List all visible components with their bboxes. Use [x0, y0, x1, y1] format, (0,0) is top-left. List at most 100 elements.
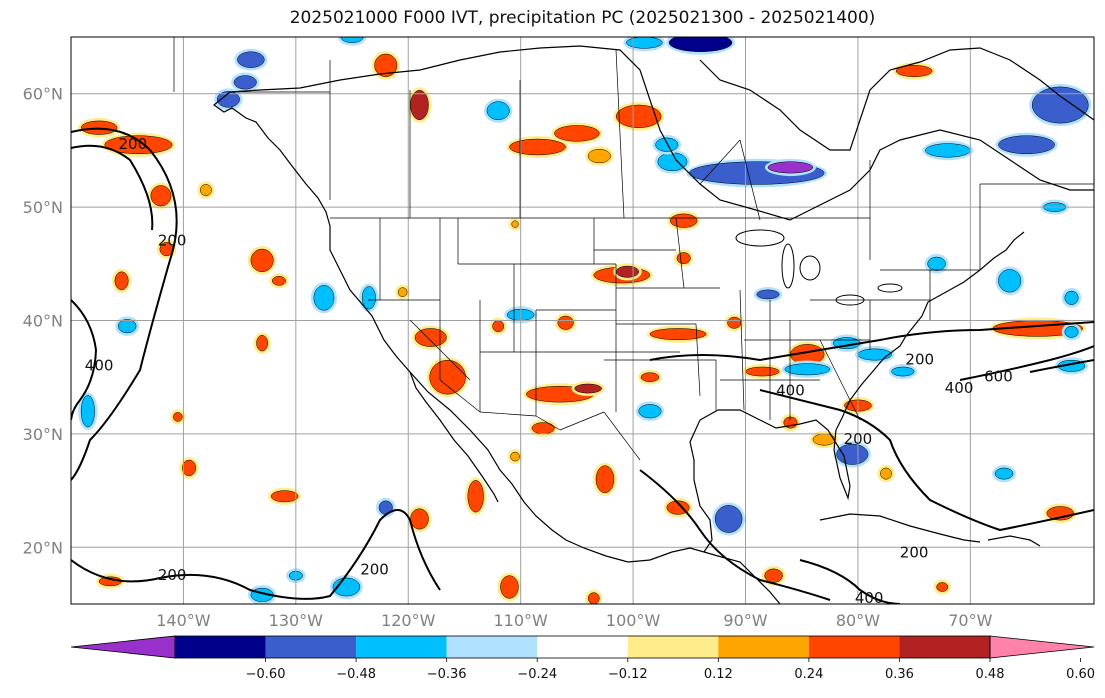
lat-tick-label: 40°N — [23, 312, 63, 331]
precip-blob — [640, 372, 660, 382]
precip-blob — [676, 252, 691, 265]
colorbar-tick-label: −0.24 — [517, 667, 557, 682]
precip-blob — [880, 467, 892, 480]
ivt-contour-label: 200 — [900, 543, 929, 561]
colorbar-tick-label: 0.24 — [794, 667, 823, 682]
colorbar-segment — [175, 636, 266, 658]
colorbar-tick-label: −0.48 — [336, 667, 376, 682]
precip-blob — [615, 104, 662, 128]
precip-blob — [486, 101, 510, 121]
ivt-contour-200-gulf — [639, 469, 831, 601]
coastline-north — [229, 45, 1094, 221]
precip-blob — [587, 149, 611, 164]
precip-blob — [574, 383, 602, 394]
precip-blob — [104, 135, 173, 155]
colorbar-segment — [718, 636, 809, 658]
precip-blob — [745, 366, 780, 377]
ivt-contours — [71, 127, 1094, 604]
coastline-west — [213, 91, 705, 563]
precip-blob — [587, 592, 600, 604]
lon-tick-label: 130°W — [269, 611, 324, 630]
precip-blob — [397, 287, 408, 297]
precip-blob — [200, 184, 212, 197]
precip-blob — [340, 37, 364, 43]
precip-blob — [994, 467, 1014, 480]
colorbar-tick-label: −0.36 — [427, 667, 467, 682]
precip-blob — [374, 53, 398, 77]
ivt-contour-label: 200 — [844, 430, 873, 448]
precip-blob — [784, 363, 831, 376]
ivt-contour-200-west — [71, 127, 178, 481]
political-boundaries — [173, 37, 1094, 604]
precip-blob — [467, 480, 484, 513]
coastline-baja — [409, 371, 499, 503]
ivt-contour-label: 400 — [945, 379, 974, 397]
precip-blob — [668, 37, 733, 52]
precip-blob — [895, 65, 933, 77]
colorbar-arrow-high — [989, 635, 1095, 659]
coastline-hudson — [699, 47, 1094, 151]
precip-blob — [114, 271, 129, 291]
colorbar-tick-label: −0.12 — [608, 667, 648, 682]
precip-blob — [1064, 325, 1079, 338]
ivt-contour-400-caribbean — [799, 559, 901, 604]
lon-tick-label: 70°W — [948, 611, 992, 630]
precip-blob — [557, 315, 574, 330]
precip-blob — [657, 152, 688, 172]
precip-blob — [1064, 290, 1079, 305]
ivt-contour-label: 200 — [360, 560, 389, 578]
ivt-contour-200-south — [71, 509, 441, 600]
precip-blob — [669, 213, 698, 228]
precip-blob — [595, 465, 615, 494]
precip-blob — [182, 459, 197, 477]
precip-blob — [492, 320, 505, 333]
precip-blob — [666, 500, 690, 515]
graticule — [71, 37, 1094, 604]
colorbar-tick-label: 0.36 — [885, 667, 914, 682]
lon-tick-label: 100°W — [606, 611, 661, 630]
precip-blob — [554, 125, 600, 142]
ivt-contour-label: 200 — [158, 566, 187, 584]
lat-tick-label: 30°N — [23, 425, 63, 444]
coastline-gulf — [689, 231, 1025, 553]
colorbar-segment — [446, 636, 538, 658]
precip-blob — [1031, 86, 1089, 124]
ivt-contour-200-southeast — [759, 389, 1094, 532]
lat-tick-label: 20°N — [23, 538, 63, 557]
ivt-contour-label: 200 — [158, 232, 187, 250]
precip-blob — [511, 220, 519, 228]
latitude-labels: 20°N 30°N 40°N 50°N 60°N — [23, 85, 63, 558]
longitude-labels: 140°W 130°W 120°W 110°W 100°W 90°W 80°W 70°W — [156, 611, 992, 630]
precip-blob — [764, 568, 783, 583]
ivt-contour-200-west-inner — [71, 144, 154, 231]
precip-blob — [117, 319, 137, 334]
precip-blob — [531, 422, 555, 435]
lat-tick-label: 50°N — [23, 198, 63, 217]
precip-blob — [756, 289, 780, 300]
precip-blob — [649, 328, 707, 341]
colorbar-segment — [356, 636, 447, 658]
precipitation-field — [78, 37, 1092, 604]
precip-blob — [173, 412, 183, 422]
ivt-contour-600-east — [1029, 359, 1094, 373]
colorbar-segment — [899, 636, 990, 658]
precip-blob — [80, 395, 95, 428]
ivt-contour-400-east — [959, 345, 1094, 381]
precip-blob — [500, 575, 519, 599]
ivt-contour-label: 200 — [119, 135, 148, 153]
map-title: 2025021000 F000 IVT, precipitation PC (2… — [289, 8, 876, 28]
precip-blob — [250, 248, 274, 272]
precip-blob — [256, 334, 268, 352]
colorbar-tick-label: −0.60 — [246, 667, 286, 682]
precip-blob — [237, 51, 265, 68]
precip-blob — [891, 366, 915, 377]
precip-blob — [927, 256, 946, 271]
ivt-contour-label: 400 — [855, 589, 884, 607]
precip-blob — [509, 138, 566, 156]
lon-tick-label: 140°W — [156, 611, 211, 630]
lon-tick-label: 90°W — [723, 611, 767, 630]
precip-blob — [998, 135, 1055, 155]
precip-blob — [361, 286, 376, 310]
colorbar: −0.60 −0.48 −0.36 −0.24 −0.12 0.12 0.24 0.36 0.4… — [70, 635, 1095, 682]
